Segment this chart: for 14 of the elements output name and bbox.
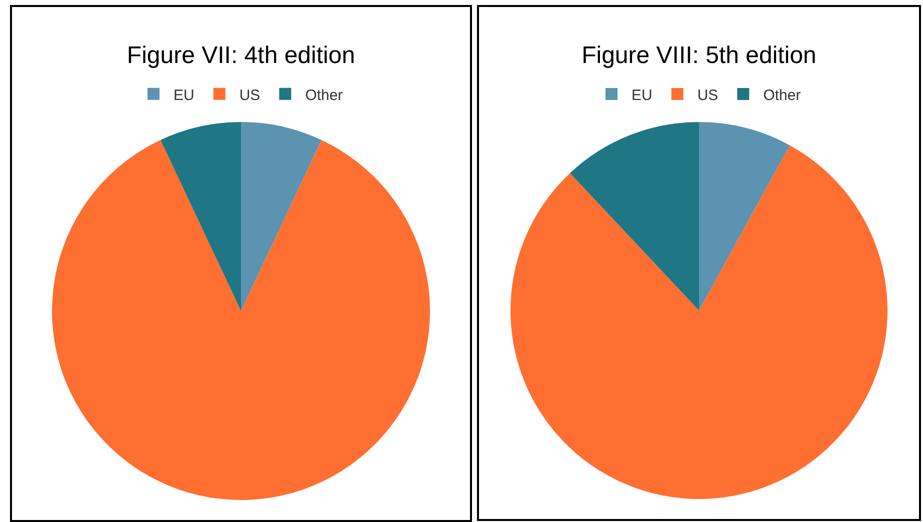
pie-slice [241,122,322,311]
legend-label: Other [305,86,343,104]
pie-slice [510,145,888,499]
legend-label: EU [632,86,652,104]
pie-slice [160,122,241,311]
pie-slice [570,122,699,310]
legend-label: Other [763,86,801,104]
legend-label: US [239,86,260,104]
pie-slice [52,140,430,500]
pie-slice [699,122,790,310]
chart-title: Figure VII: 4th edition [126,42,356,69]
chart-title: Figure VIII: 5th edition [582,42,816,69]
legend-label: US [697,86,718,104]
legend-label: EU [174,86,194,104]
